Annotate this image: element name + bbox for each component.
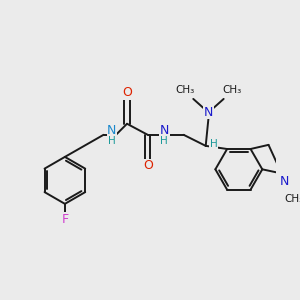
Text: CH₃: CH₃ xyxy=(176,85,195,95)
Text: F: F xyxy=(61,212,68,226)
Text: CH₃: CH₃ xyxy=(284,194,300,204)
Text: H: H xyxy=(108,136,116,146)
Text: O: O xyxy=(122,86,132,99)
Text: H: H xyxy=(210,140,217,149)
Text: N: N xyxy=(204,106,213,119)
Text: CH₃: CH₃ xyxy=(222,85,242,95)
Text: H: H xyxy=(160,136,168,146)
Text: O: O xyxy=(143,159,153,172)
Text: N: N xyxy=(160,124,169,137)
Text: N: N xyxy=(107,124,116,137)
Text: N: N xyxy=(280,175,289,188)
